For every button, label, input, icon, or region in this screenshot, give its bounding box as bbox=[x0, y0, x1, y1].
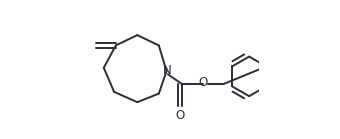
Text: N: N bbox=[163, 64, 171, 77]
Text: O: O bbox=[199, 76, 208, 89]
Text: O: O bbox=[176, 109, 185, 122]
